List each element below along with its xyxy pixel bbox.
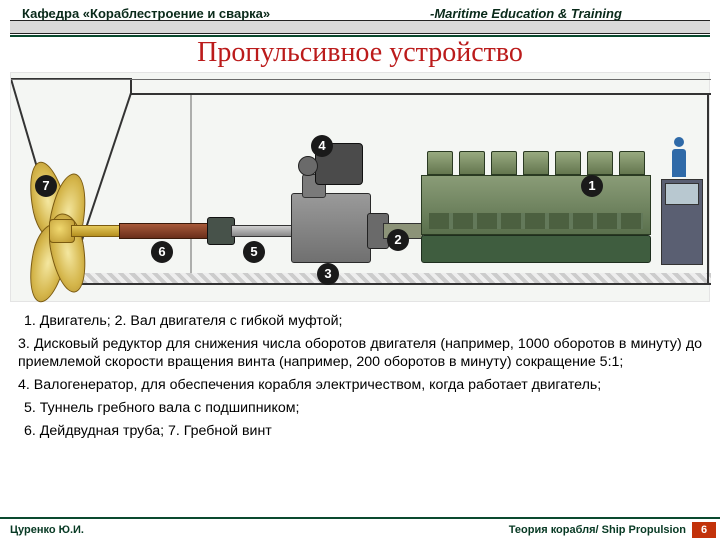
callout-badge-3: 3 — [317, 263, 339, 285]
callout-badge-6: 6 — [151, 241, 173, 263]
hull-floor-hatch — [71, 273, 711, 283]
legend-text: 1. Двигатель; 2. Вал двигателя с гибкой … — [18, 312, 702, 444]
control-screen — [665, 183, 699, 205]
engine-base — [421, 235, 651, 263]
legend-line-4: 5. Туннель гребного вала с подшипником; — [18, 399, 702, 418]
footer-author: Цуренко Ю.И. — [10, 524, 84, 536]
intermediate-shaft — [231, 225, 293, 237]
footer-rule — [0, 517, 720, 519]
control-station — [661, 125, 703, 265]
footer-course: Теория корабля/ Ship Propulsion — [509, 524, 686, 536]
legend-line-1: 1. Двигатель; 2. Вал двигателя с гибкой … — [18, 312, 702, 331]
engine-cylinders — [427, 151, 645, 175]
operator-figure-icon — [669, 137, 689, 185]
header-right: -Maritime Education & Training — [430, 6, 622, 21]
header-bar — [10, 20, 710, 34]
hull-top-line — [11, 79, 711, 80]
legend-line-2: 3. Дисковый редуктор для снижения числа … — [18, 335, 702, 372]
callout-badge-2: 2 — [387, 229, 409, 251]
engine-detail — [429, 213, 643, 229]
callout-badge-4: 4 — [311, 135, 333, 157]
header-left: Кафедра «Кораблестроение и сварка» — [22, 6, 270, 21]
hull-bottom-line — [71, 283, 711, 285]
legend-line-3: 4. Валогенератор, для обеспечения корабл… — [18, 376, 702, 395]
callout-badge-7: 7 — [35, 175, 57, 197]
callout-badge-5: 5 — [243, 241, 265, 263]
main-engine — [421, 133, 651, 263]
gearbox — [291, 193, 371, 263]
propeller-shaft — [71, 225, 121, 237]
page-number: 6 — [692, 522, 716, 538]
stern-tube — [119, 223, 213, 239]
hull-deck-line — [131, 93, 711, 95]
hull-back-line — [707, 93, 709, 283]
slide: Кафедра «Кораблестроение и сварка» -Mari… — [0, 0, 720, 540]
legend-line-5: 6. Дейдвудная труба; 7. Гребной винт — [18, 422, 702, 441]
page-title: Пропульсивное устройство — [0, 37, 720, 69]
callout-badge-1: 1 — [581, 175, 603, 197]
propulsion-diagram: 1 2 3 4 5 6 7 — [10, 72, 710, 302]
